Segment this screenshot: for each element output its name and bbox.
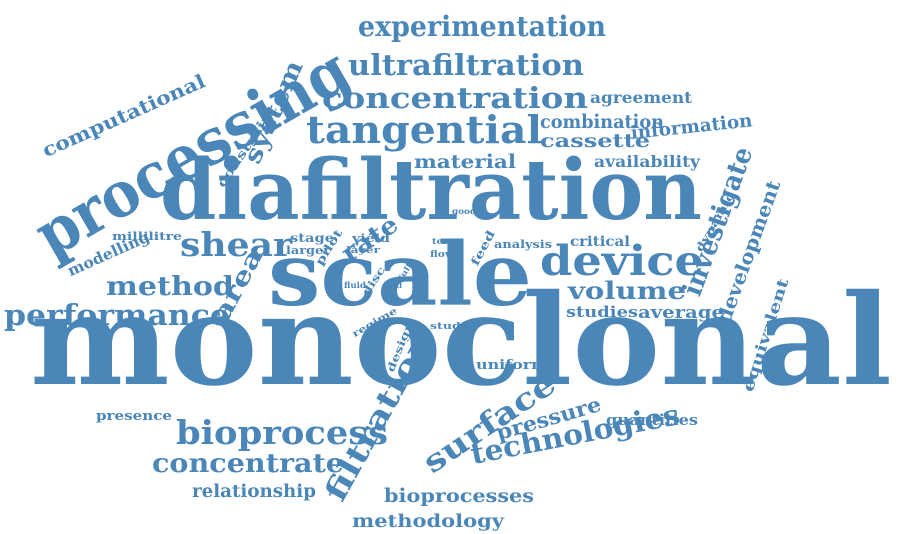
word-yield: yield bbox=[352, 231, 390, 246]
word-scale: scale bbox=[268, 223, 532, 326]
word-monoclonal: monoclonal bbox=[30, 265, 892, 414]
word-stage: stage bbox=[290, 230, 334, 245]
word-diafiltration: diafiltration bbox=[160, 141, 702, 240]
word-cell: cell bbox=[386, 281, 402, 291]
word-shear: shear bbox=[180, 226, 292, 265]
word-performance: performance bbox=[4, 297, 231, 332]
word-concentration: concentration bbox=[322, 80, 588, 115]
word-average: average bbox=[638, 302, 724, 323]
word-presence: presence bbox=[96, 408, 172, 424]
word-combination: combination bbox=[540, 111, 664, 134]
word-study: study bbox=[430, 321, 468, 333]
word-fluid: fluid bbox=[344, 281, 366, 292]
word-cassette: cassette bbox=[540, 130, 650, 153]
word-flow: flow bbox=[430, 249, 454, 261]
word-bioprocesses: bioprocesses bbox=[384, 485, 534, 508]
word-larger: larger bbox=[286, 243, 330, 258]
word-bioprocess: bioprocess bbox=[176, 414, 388, 453]
word-method: method bbox=[106, 270, 234, 302]
word-methodology: methodology bbox=[352, 510, 504, 532]
word-studies: studies bbox=[566, 302, 638, 321]
word-concentrate: concentrate bbox=[152, 447, 344, 479]
word-good: good bbox=[452, 207, 476, 218]
word-relationship: relationship bbox=[192, 480, 316, 502]
word-layer: layer bbox=[346, 245, 380, 257]
word-material: material bbox=[414, 151, 516, 174]
word-millilitre: millilitre bbox=[112, 229, 182, 244]
word-tangential: tangential bbox=[306, 106, 542, 152]
word-availability: availability bbox=[594, 151, 700, 171]
word-critical: critical bbox=[570, 233, 630, 250]
word-analysis: analysis bbox=[494, 237, 552, 252]
word-experimentation: experimentation bbox=[358, 10, 606, 43]
word-quantities: quantities bbox=[606, 410, 698, 429]
word-uniform: uniform bbox=[476, 357, 548, 373]
word-term: term bbox=[432, 237, 458, 248]
word-ultrafiltration: ultrafiltration bbox=[348, 47, 584, 82]
word-volume: volume bbox=[568, 276, 686, 306]
word-agreement: agreement bbox=[590, 87, 692, 107]
word-device: device bbox=[540, 236, 704, 285]
